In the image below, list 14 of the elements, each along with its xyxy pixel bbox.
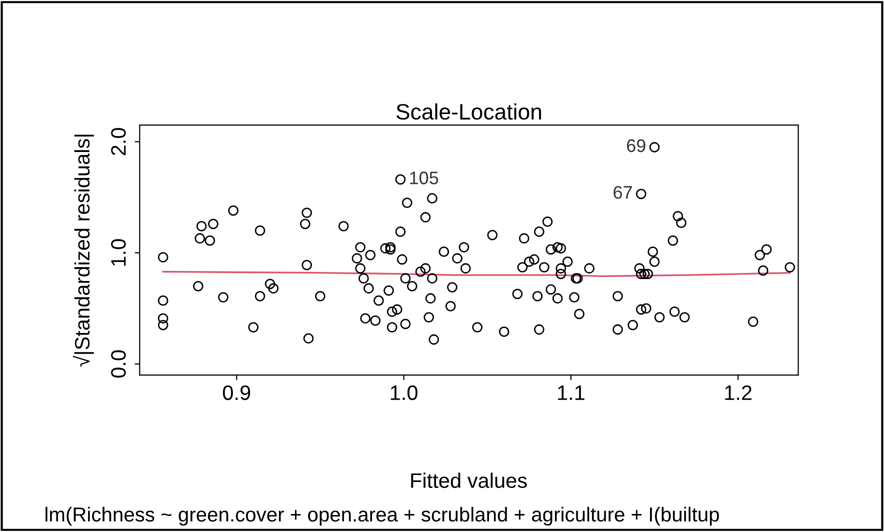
annotation: 67 xyxy=(614,186,632,199)
y-axis-title: √|Standardized residuals| xyxy=(72,134,94,367)
x-tick-label: 1.1 xyxy=(558,386,584,400)
y-tick-label: 1.0 xyxy=(111,239,126,266)
x-tick-label: 0.9 xyxy=(222,385,250,400)
y-tick-label: 0.0 xyxy=(111,350,126,378)
annotation: 69 xyxy=(627,139,646,152)
y-tick-label: 2.0 xyxy=(111,128,126,156)
x-tick-label: 1.0 xyxy=(390,385,418,400)
annotation: 105 xyxy=(410,172,438,184)
chart-title: Scale-Location xyxy=(396,103,542,120)
x-axis-title: Fitted values xyxy=(411,472,527,488)
x-tick-label: 1.2 xyxy=(725,385,752,400)
text: lm(Richness ~ green.cover + open.area + scrubland + agriculture + I(builtup xyxy=(46,506,719,526)
